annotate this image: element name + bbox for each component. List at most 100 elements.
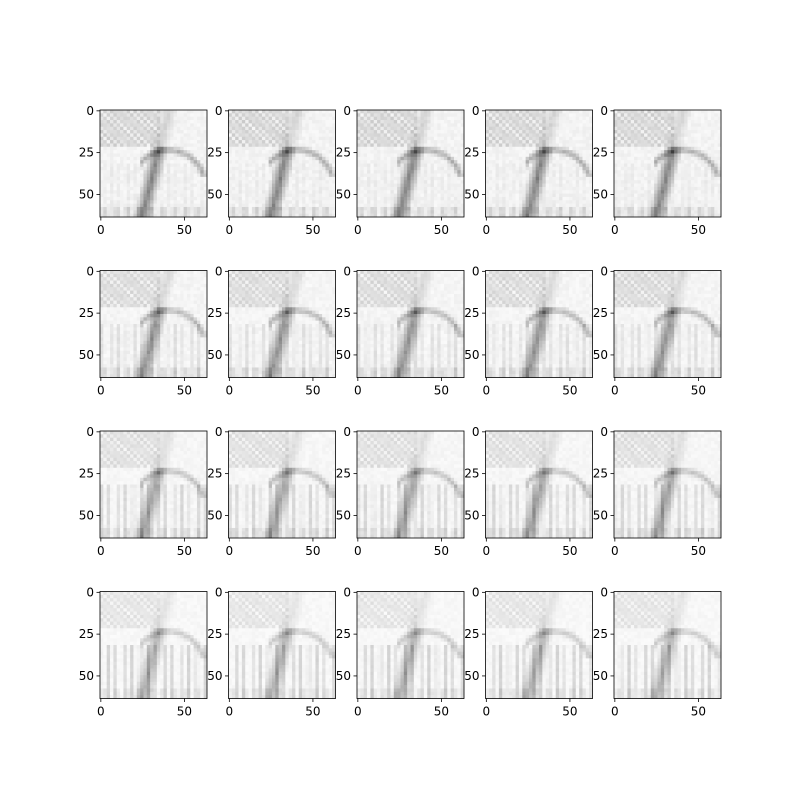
heatmap-cell <box>231 206 236 211</box>
heatmap-cell <box>268 170 273 174</box>
heatmap-cell <box>100 170 104 174</box>
heatmap-cell <box>130 196 134 201</box>
heatmap-cell <box>528 130 533 134</box>
heatmap-cell <box>697 136 702 141</box>
heatmap-cell <box>377 173 381 178</box>
heatmap-cell <box>285 206 289 211</box>
heatmap-cell <box>710 140 715 144</box>
heatmap-cell <box>579 173 583 178</box>
heatmap-cell <box>200 186 204 191</box>
heatmap-cell <box>614 156 618 161</box>
heatmap-cell <box>528 160 533 164</box>
heatmap-cell <box>312 156 316 161</box>
heatmap-cell <box>505 203 510 208</box>
heatmap-cell <box>143 213 148 218</box>
heatmap-cell <box>373 140 378 144</box>
heatmap-cell <box>559 110 563 114</box>
heatmap-cell <box>390 186 395 191</box>
heatmap-cell <box>624 160 628 164</box>
heatmap-cell <box>637 126 642 131</box>
heatmap-cell <box>565 163 570 168</box>
heatmap-cell <box>100 166 104 171</box>
heatmap-cell <box>367 176 371 181</box>
heatmap-cell <box>518 150 523 154</box>
heatmap-cell <box>377 196 381 201</box>
heatmap-cell <box>130 176 134 181</box>
heatmap-cell <box>417 193 421 198</box>
heatmap-cell <box>360 193 364 198</box>
heatmap-cell <box>427 153 431 158</box>
heatmap-cell <box>393 126 398 131</box>
heatmap-cell <box>575 203 580 208</box>
heatmap-cell <box>278 193 283 198</box>
heatmap-cell <box>387 110 391 114</box>
heatmap-cell <box>200 183 204 188</box>
heatmap-cell <box>363 190 368 194</box>
heatmap-cell <box>697 160 702 164</box>
heatmap-cell <box>485 163 490 168</box>
heatmap-cell <box>677 153 682 158</box>
heatmap-cell <box>502 130 506 134</box>
heatmap-cell <box>627 136 632 141</box>
heatmap-cell <box>116 180 121 184</box>
heatmap-cell <box>410 213 415 218</box>
heatmap-cell <box>383 173 388 178</box>
heatmap-cell <box>200 163 204 168</box>
heatmap-cell <box>569 206 573 211</box>
heatmap-cell <box>707 110 712 114</box>
heatmap-cell <box>437 146 441 151</box>
heatmap-cell <box>302 123 306 128</box>
heatmap-cell <box>367 110 371 114</box>
heatmap-cell <box>110 153 114 158</box>
heatmap-cell <box>447 113 451 117</box>
heatmap-cell <box>140 196 144 201</box>
heatmap-cell <box>315 180 320 184</box>
heatmap-cell <box>258 186 263 191</box>
heatmap-cell <box>357 163 361 168</box>
heatmap-cell <box>153 130 158 134</box>
heatmap-cell <box>502 143 506 148</box>
heatmap-cell <box>687 136 692 141</box>
heatmap-cell <box>315 170 320 174</box>
heatmap-cell <box>579 156 583 161</box>
heatmap-cell <box>123 210 128 214</box>
heatmap-cell <box>667 146 672 151</box>
heatmap-cell <box>328 150 333 154</box>
heatmap-cell <box>498 183 503 188</box>
heatmap-cell <box>427 160 431 164</box>
heatmap-cell <box>492 160 496 164</box>
heatmap-cell <box>186 213 191 218</box>
heatmap-cell <box>265 143 269 148</box>
heatmap-cell <box>518 176 523 181</box>
heatmap-cell <box>575 110 580 114</box>
heatmap-cell <box>315 173 320 178</box>
heatmap-cell <box>357 153 361 158</box>
heatmap-cell <box>539 190 543 194</box>
heatmap-cell <box>569 193 573 198</box>
heatmap-cell <box>190 153 194 158</box>
heatmap-cell <box>447 143 451 148</box>
heatmap-cell <box>370 140 375 144</box>
heatmap-cell <box>512 203 516 208</box>
heatmap-cell <box>305 186 310 191</box>
heatmap-cell <box>443 206 448 211</box>
heatmap-cell <box>505 150 510 154</box>
heatmap-cell <box>634 140 638 144</box>
heatmap-cell <box>647 123 652 128</box>
heatmap-cell <box>585 173 590 178</box>
heatmap-cell <box>163 186 168 191</box>
heatmap-cell <box>559 130 563 134</box>
heatmap-cell <box>315 140 320 144</box>
heatmap-cell <box>180 190 184 194</box>
heatmap-cell <box>196 176 201 181</box>
heatmap-cell <box>654 170 658 174</box>
heatmap-cell <box>278 206 283 211</box>
heatmap-cell <box>677 120 682 124</box>
heatmap-cell <box>650 153 655 158</box>
heatmap-cell <box>627 120 632 124</box>
heatmap-cell <box>710 166 715 171</box>
heatmap-cell <box>460 206 465 211</box>
heatmap-cell <box>332 170 336 174</box>
heatmap-cell <box>508 140 513 144</box>
heatmap-cell <box>383 143 388 148</box>
